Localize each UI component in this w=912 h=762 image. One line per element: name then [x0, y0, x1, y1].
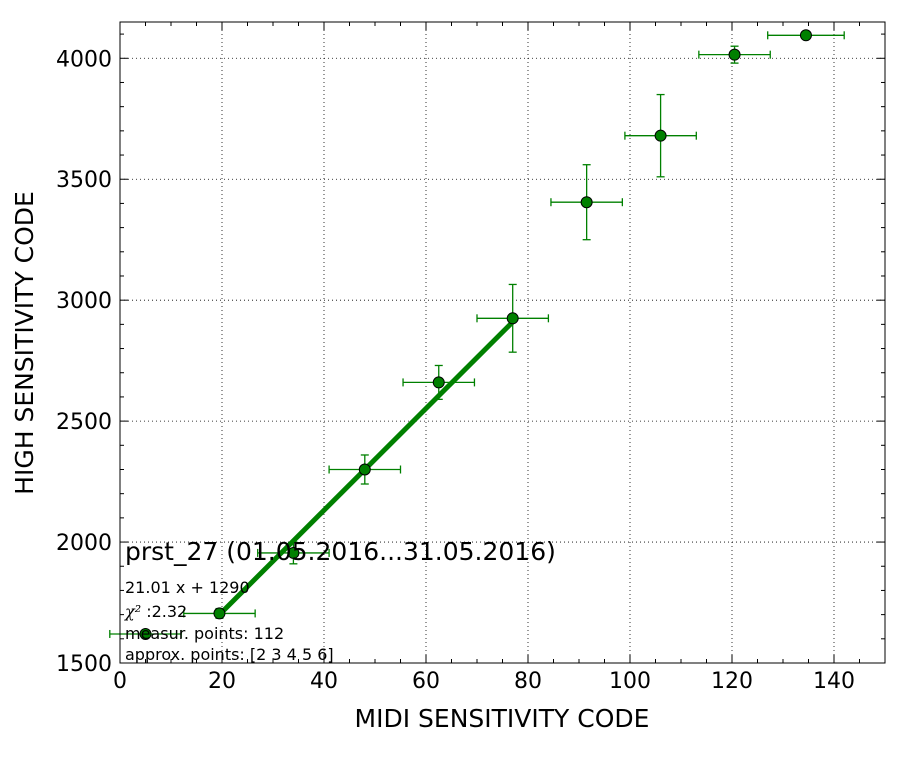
data-point [580, 196, 593, 209]
x-tick-label: 20 [208, 669, 236, 694]
y-axis-label: HIGH SENSITIVITY CODE [10, 191, 39, 495]
x-tick-label: 120 [711, 669, 753, 694]
y-tick-label: 3000 [56, 289, 112, 314]
data-point [287, 546, 300, 559]
x-tick-labels: 0 20 40 60 80 100 120 140 [113, 669, 855, 694]
x-tick-label: 100 [609, 669, 651, 694]
data-point [358, 463, 371, 476]
annotation-title: prst_27 (01.05.2016...31.05.2016) [125, 537, 556, 566]
points-group [139, 29, 812, 640]
x-tick-label: 140 [813, 669, 855, 694]
data-point [139, 627, 152, 640]
x-axis-label: MIDI SENSITIVITY CODE [355, 704, 650, 733]
y-tick-label: 1500 [56, 652, 112, 677]
chi2-symbol: χ² [124, 602, 141, 621]
plot-background [120, 22, 885, 663]
ticks-group [119, 22, 885, 664]
annotation-approx-points: approx. points: [2 3 4 5 6] [125, 645, 334, 664]
x-tick-label: 40 [310, 669, 338, 694]
annotation-measur-points: measur. points: 112 [125, 624, 284, 643]
x-tick-label: 80 [514, 669, 542, 694]
annotation-chi2: χ² :2.32 [124, 602, 187, 621]
y-tick-label: 2500 [56, 410, 112, 435]
data-point [654, 129, 667, 142]
y-tick-labels: 1500 2000 2500 3000 3500 4000 [56, 47, 112, 677]
annotation-block: prst_27 (01.05.2016...31.05.2016) 21.01 … [124, 537, 556, 664]
annotation-equation: 21.01 x + 1290 [125, 578, 250, 597]
chi2-value: :2.32 [141, 602, 187, 621]
y-tick-label: 4000 [56, 47, 112, 72]
x-tick-label: 60 [412, 669, 440, 694]
data-point [432, 376, 445, 389]
data-point [213, 607, 226, 620]
data-point [728, 48, 741, 61]
grid [120, 22, 885, 663]
y-tick-label: 2000 [56, 531, 112, 556]
data-point [799, 29, 812, 42]
data-point [506, 312, 519, 325]
x-tick-label: 0 [113, 669, 127, 694]
y-tick-label: 3500 [56, 168, 112, 193]
